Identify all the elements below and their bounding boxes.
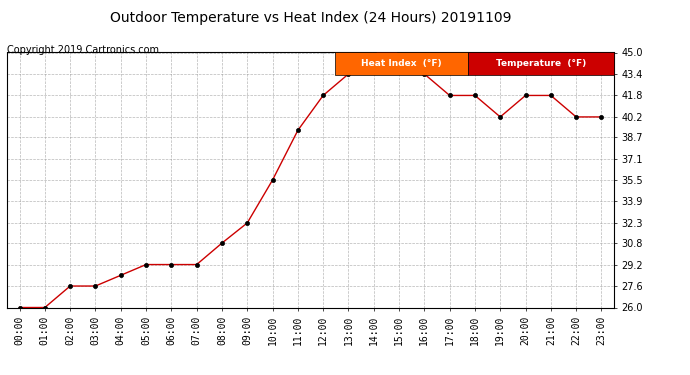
FancyBboxPatch shape xyxy=(335,53,469,75)
Text: Outdoor Temperature vs Heat Index (24 Hours) 20191109: Outdoor Temperature vs Heat Index (24 Ho… xyxy=(110,11,511,25)
Text: Temperature  (°F): Temperature (°F) xyxy=(496,60,586,69)
Text: Copyright 2019 Cartronics.com: Copyright 2019 Cartronics.com xyxy=(7,45,159,55)
FancyBboxPatch shape xyxy=(469,53,614,75)
Text: Heat Index  (°F): Heat Index (°F) xyxy=(362,60,442,69)
